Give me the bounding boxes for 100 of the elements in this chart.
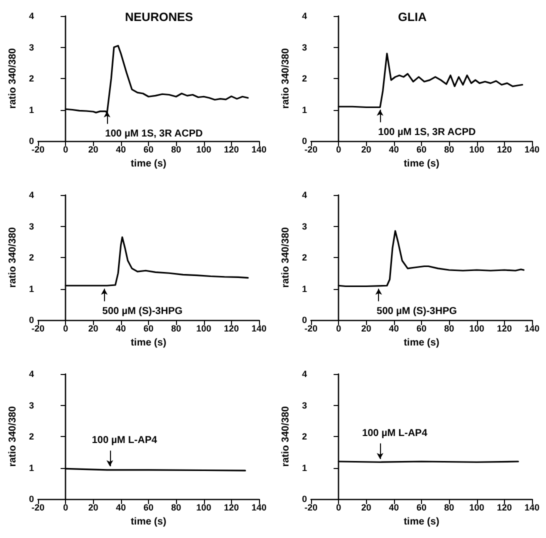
y-axis-title: ratio 340/380 [8, 48, 18, 109]
x-tick-label: 0 [63, 502, 68, 512]
x-tick-label: -20 [31, 144, 45, 154]
y-tick-label: 0 [28, 494, 34, 504]
x-axis-title: time (s) [130, 158, 166, 170]
y-axis-title: ratio 340/380 [8, 406, 18, 467]
x-tick-label: 60 [416, 502, 427, 512]
x-tick-label: -20 [304, 502, 318, 512]
x-tick-label: 60 [143, 502, 154, 512]
annotation: 100 µM 1S, 3R ACPD [105, 128, 203, 140]
x-axis-title: time (s) [130, 516, 166, 528]
annotation: 500 µM (S)-3HPG [376, 306, 458, 317]
x-tick-label: 40 [388, 502, 399, 512]
x-tick-label: 40 [116, 324, 126, 334]
x-tick-label: 0 [63, 144, 68, 154]
x-tick-label: 100 [469, 144, 484, 154]
x-tick-label: 80 [444, 324, 454, 334]
y-tick-label: 4 [28, 190, 34, 200]
x-tick-label: 0 [63, 324, 68, 334]
x-tick-label: -20 [31, 502, 45, 512]
y-tick-label: 2 [302, 252, 307, 262]
chart-title: NEURONES [125, 10, 194, 24]
y-axis-title: ratio 340/380 [280, 48, 292, 109]
x-tick-label: 80 [171, 144, 182, 154]
y-tick-label: 0 [302, 136, 307, 146]
y-tick-label: 4 [302, 369, 307, 379]
x-tick-label: 60 [143, 324, 154, 334]
chart-title: GLIA [398, 10, 427, 24]
annotation: 100 µM 1S, 3R ACPD [378, 126, 476, 138]
x-axis-title: time (s) [404, 338, 440, 348]
y-axis-title: ratio 340/380 [280, 406, 292, 467]
x-tick-label: 0 [336, 502, 342, 512]
annotation: 500 µM (S)-3HPG [102, 306, 183, 317]
x-tick-label: 100 [196, 502, 212, 512]
y-tick-label: 1 [28, 104, 34, 115]
x-axis-title: time (s) [130, 338, 166, 348]
y-tick-label: 1 [28, 284, 34, 294]
y-tick-label: 1 [28, 462, 34, 473]
x-tick-label: 120 [496, 324, 512, 334]
x-tick-label: 140 [524, 502, 540, 512]
y-tick-label: 2 [302, 74, 307, 84]
annotation: 100 µM L-AP4 [362, 428, 428, 439]
x-tick-label: 120 [224, 324, 239, 334]
y-tick-label: 2 [28, 252, 34, 262]
y-tick-label: 1 [302, 104, 307, 115]
y-tick-label: 3 [302, 42, 307, 52]
x-tick-label: 40 [116, 144, 126, 154]
x-tick-label: 60 [416, 324, 427, 334]
x-tick-label: 140 [524, 144, 540, 154]
x-tick-label: 20 [88, 324, 98, 334]
y-axis-title: ratio 340/380 [280, 226, 292, 288]
y-tick-label: 4 [28, 369, 34, 379]
x-tick-label: 20 [361, 144, 372, 154]
x-tick-label: 120 [496, 144, 512, 154]
y-tick-label: 0 [28, 315, 34, 325]
x-tick-label: 120 [496, 502, 512, 512]
x-tick-label: 40 [388, 144, 399, 154]
x-tick-label: 60 [143, 144, 154, 154]
x-tick-label: -20 [31, 324, 45, 334]
x-tick-label: 100 [196, 144, 212, 154]
x-tick-label: 140 [251, 144, 267, 154]
y-tick-label: 3 [28, 42, 34, 52]
y-tick-label: 2 [302, 432, 307, 442]
y-tick-label: 2 [28, 432, 34, 442]
x-tick-label: 80 [444, 502, 454, 512]
y-tick-label: 3 [302, 400, 307, 410]
y-axis-title: ratio 340/380 [8, 226, 18, 288]
y-tick-label: 0 [28, 136, 34, 146]
x-tick-label: 80 [171, 502, 182, 512]
y-tick-label: 4 [28, 11, 34, 21]
x-tick-label: 120 [224, 502, 239, 512]
x-tick-label: 20 [88, 502, 98, 512]
x-tick-label: 140 [524, 324, 540, 334]
x-tick-label: 20 [361, 502, 372, 512]
x-tick-label: 40 [116, 502, 126, 512]
x-tick-label: 100 [469, 324, 484, 334]
x-tick-label: 100 [196, 324, 212, 334]
x-tick-label: 80 [444, 144, 454, 154]
x-tick-label: -20 [304, 144, 318, 154]
y-tick-label: 3 [28, 400, 34, 410]
y-tick-label: 1 [302, 462, 307, 473]
y-tick-label: 0 [302, 494, 307, 504]
y-tick-label: 4 [302, 11, 307, 21]
x-axis-title: time (s) [404, 516, 440, 528]
x-tick-label: 20 [361, 324, 372, 334]
x-tick-label: 40 [388, 324, 399, 334]
annotation: 100 µM L-AP4 [92, 435, 158, 446]
y-tick-label: 1 [302, 284, 307, 294]
x-tick-label: 0 [336, 324, 342, 334]
x-axis-title: time (s) [404, 158, 440, 170]
x-tick-label: 20 [88, 144, 98, 154]
x-tick-label: 0 [336, 144, 342, 154]
x-tick-label: 140 [251, 502, 267, 512]
x-tick-label: 140 [251, 324, 267, 334]
x-tick-label: 80 [171, 324, 182, 334]
x-tick-label: 120 [224, 144, 239, 154]
y-tick-label: 2 [28, 74, 34, 84]
x-tick-label: 100 [469, 502, 484, 512]
y-tick-label: 0 [302, 315, 307, 325]
x-tick-label: 60 [416, 144, 427, 154]
